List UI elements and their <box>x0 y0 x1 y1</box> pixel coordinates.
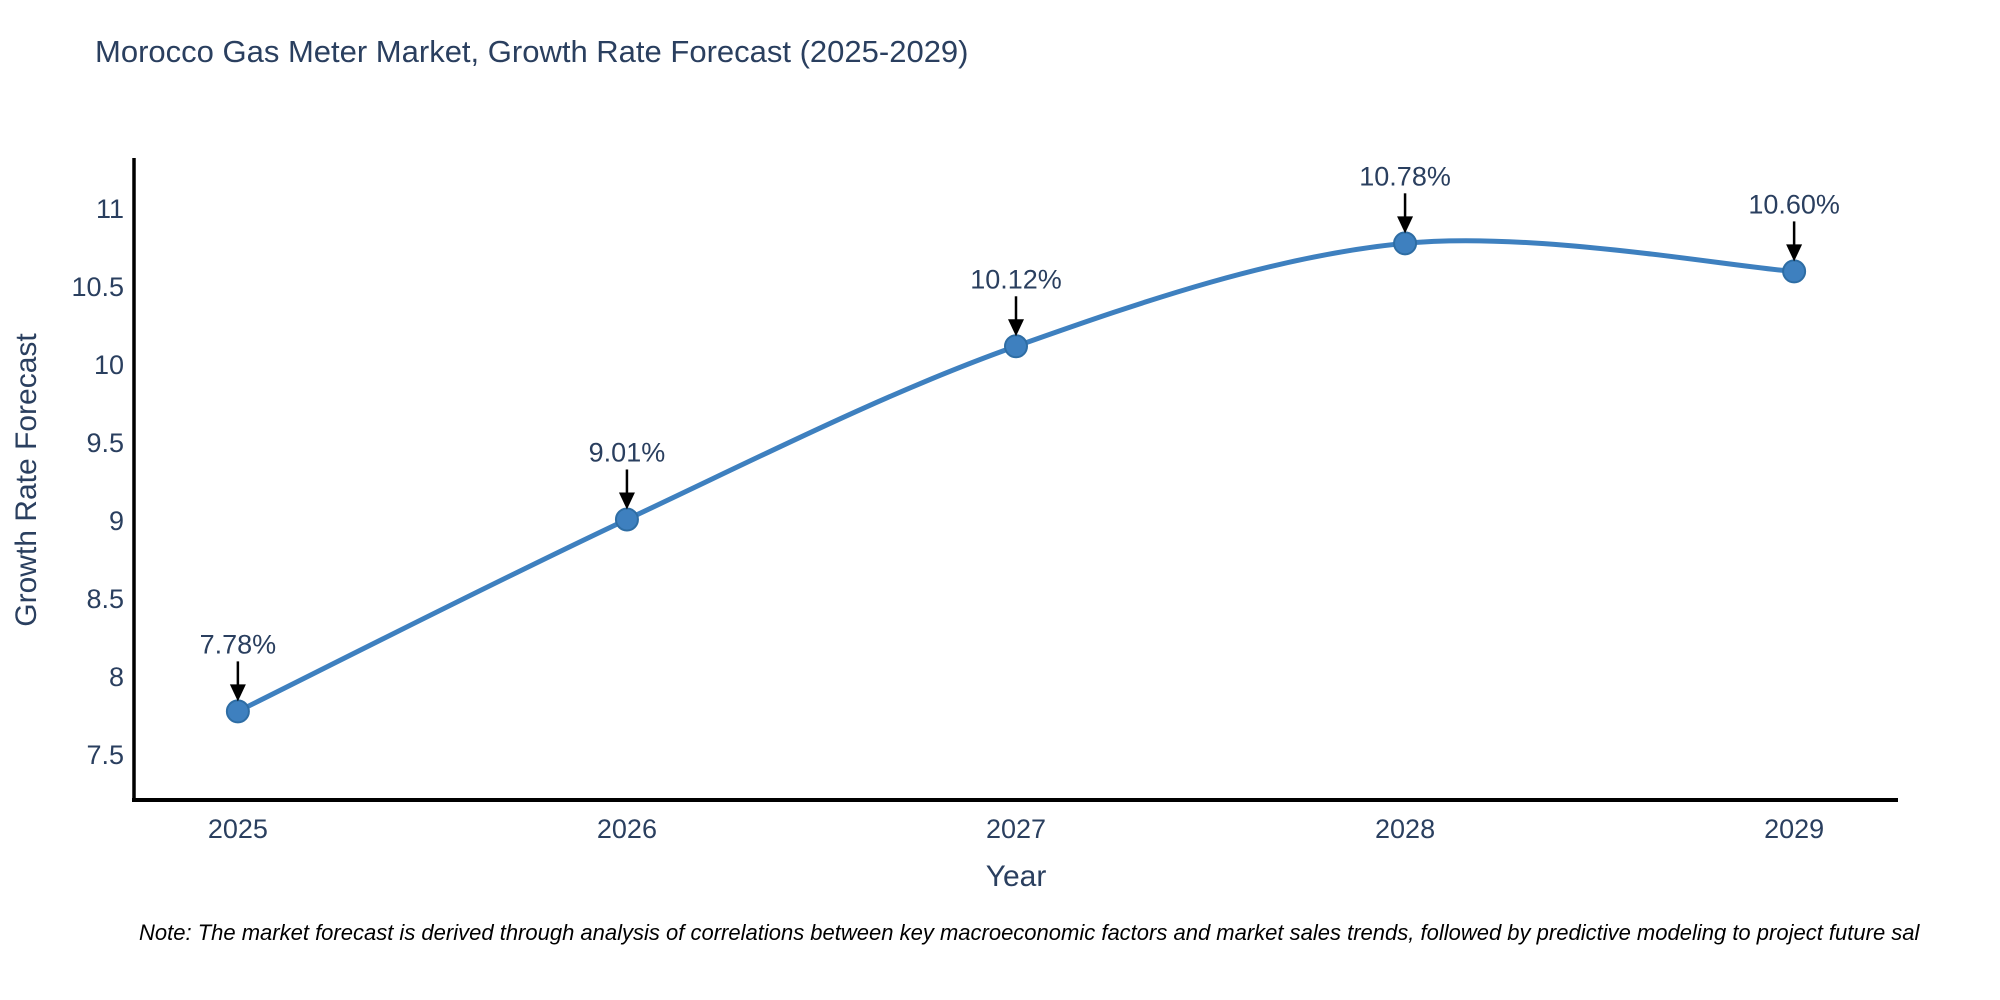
annotation-label: 10.78% <box>1359 161 1451 191</box>
y-tick-label: 8.5 <box>86 584 124 614</box>
annotation-arrow-head <box>1397 216 1414 234</box>
y-tick-label: 10 <box>94 350 124 380</box>
x-tick-label: 2026 <box>597 814 657 844</box>
data-point <box>225 699 250 724</box>
y-axis-title: Growth Rate Forecast <box>10 333 43 627</box>
data-point <box>614 507 639 532</box>
y-tick-label: 9 <box>109 506 124 536</box>
x-tick-label: 2027 <box>986 814 1046 844</box>
annotation-arrow-head <box>1786 244 1803 262</box>
y-tick-label: 11 <box>96 194 124 224</box>
annotation-arrow-head <box>1008 319 1024 337</box>
y-tick-label: 9.5 <box>86 428 124 458</box>
annotation-label: 10.12% <box>970 264 1062 294</box>
footnote: Note: The market forecast is derived thr… <box>139 920 1920 945</box>
x-tick-label: 2025 <box>208 814 268 844</box>
chart-title: Morocco Gas Meter Market, Growth Rate Fo… <box>95 34 969 69</box>
annotation-label: 7.78% <box>200 629 277 659</box>
annotation-label: 9.01% <box>589 437 666 467</box>
annotation-arrow-head <box>618 492 635 510</box>
y-tick-label: 10.5 <box>71 272 124 302</box>
annotation-label: 10.60% <box>1748 189 1840 219</box>
data-point <box>1782 259 1807 284</box>
annotation-arrow-head <box>229 684 246 702</box>
x-axis-title: Year <box>985 860 1047 893</box>
data-point <box>1004 334 1028 359</box>
y-tick-label: 7.5 <box>86 740 124 770</box>
x-tick-label: 2029 <box>1764 814 1824 844</box>
x-tick-label: 2028 <box>1375 814 1435 844</box>
y-tick-label: 8 <box>109 662 124 692</box>
data-point <box>1393 231 1418 256</box>
